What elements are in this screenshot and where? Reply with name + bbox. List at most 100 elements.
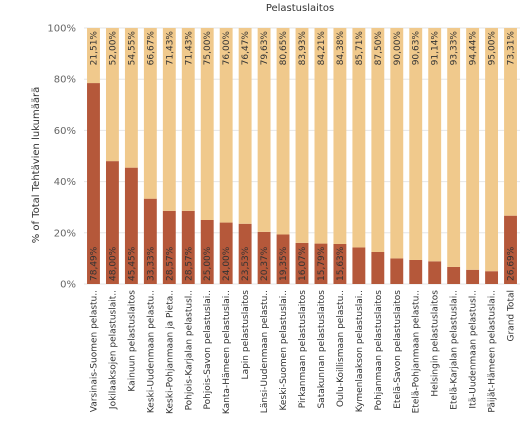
data-label-lower: 23,53% bbox=[241, 246, 251, 281]
data-label-lower: 78,49% bbox=[89, 246, 99, 281]
data-label-upper: 85,71% bbox=[355, 31, 365, 66]
bar-segment-upper bbox=[257, 28, 271, 232]
bar-segment-lower bbox=[238, 223, 252, 284]
y-tick-label: 20% bbox=[54, 228, 76, 239]
x-category-label: Etelä-Savon pelastuslaitos bbox=[393, 290, 403, 409]
x-category-label: Keski-Pohjanmaan ja Pieta.. bbox=[165, 290, 175, 414]
bar-segment-upper bbox=[276, 28, 290, 235]
bar-segment-upper bbox=[162, 28, 176, 211]
y-tick-label: 80% bbox=[54, 75, 76, 86]
bar-segment-lower bbox=[200, 220, 214, 284]
data-label-upper: 54,55% bbox=[127, 31, 137, 66]
bar-segment-lower bbox=[447, 266, 461, 284]
bar-segment-lower bbox=[219, 222, 233, 284]
y-tick-label: 60% bbox=[54, 126, 76, 137]
bar-group: 78,49% 21,51% 48,00% 52,00% 45,45% 54,55% 33,3… bbox=[87, 27, 517, 284]
data-label-upper: 76,47% bbox=[241, 31, 251, 66]
data-label-upper: 80,65% bbox=[279, 31, 289, 66]
x-category-label: Keski-Uudenmaan pelastu.. bbox=[146, 290, 156, 413]
data-label-upper: 84,38% bbox=[336, 31, 346, 66]
bar-segment-lower bbox=[162, 210, 176, 284]
x-category-label: Lapin pelastuslaitos bbox=[241, 290, 251, 380]
x-category-label: Pohjois-Karjalan pelastusl.. bbox=[184, 290, 194, 410]
data-label-lower: 28,57% bbox=[165, 246, 175, 281]
data-label-upper: 94,44% bbox=[469, 31, 479, 66]
data-label-upper: 79,63% bbox=[260, 31, 270, 66]
data-label-upper: 71,43% bbox=[184, 31, 194, 66]
bar-segment-upper bbox=[352, 28, 366, 248]
data-label-lower: 16,07% bbox=[298, 246, 308, 281]
bar-segment-upper bbox=[504, 28, 517, 216]
x-category-label: Kanta-Hämeen pelastuslai.. bbox=[222, 290, 232, 414]
y-tick-label: 100% bbox=[47, 24, 76, 35]
data-label-upper: 95,00% bbox=[488, 31, 498, 66]
data-label-lower: 20,37% bbox=[260, 246, 270, 281]
bar-segment-upper bbox=[371, 28, 385, 252]
data-label-upper: 73,31% bbox=[507, 31, 517, 66]
data-label-upper: 66,67% bbox=[146, 31, 156, 66]
y-tick-label: 40% bbox=[54, 177, 76, 188]
x-category-label: Etelä-Karjalan pelastuslai.. bbox=[450, 290, 460, 410]
data-label-upper: 83,93% bbox=[298, 31, 308, 66]
data-label-upper: 93,33% bbox=[450, 31, 460, 66]
data-label-lower: 19,35% bbox=[279, 246, 289, 281]
x-category-label: Kymenlaakson pelastuslai.. bbox=[355, 290, 365, 412]
bar-segment-lower bbox=[124, 167, 138, 284]
bar-segment-upper bbox=[143, 28, 157, 199]
bar-segment-upper bbox=[409, 27, 423, 260]
data-label-lower: 26,69% bbox=[507, 246, 517, 281]
bar-segment-lower bbox=[409, 259, 423, 284]
x-category-label: Pirkanmaan pelastuslaitos bbox=[298, 290, 308, 408]
data-label-lower: 25,00% bbox=[203, 246, 213, 281]
data-label-upper: 90,63% bbox=[412, 31, 422, 66]
x-axis-categories: Varsinais-Suomen pelastu.. Jokilaaksojen … bbox=[89, 290, 516, 414]
bar-segment-upper bbox=[447, 28, 461, 267]
bar-segment-upper bbox=[333, 27, 347, 244]
bar-segment-upper bbox=[105, 28, 119, 162]
data-label-lower: 33,33% bbox=[146, 246, 156, 281]
bar-segment-upper bbox=[295, 28, 309, 243]
bar-segment-lower bbox=[143, 198, 157, 284]
x-category-label: Grand Total bbox=[507, 290, 517, 342]
bar-segment-lower bbox=[352, 247, 366, 284]
bar-segment-lower bbox=[466, 269, 480, 284]
data-label-upper: 71,43% bbox=[165, 31, 175, 66]
bar-segment-lower bbox=[314, 243, 328, 284]
x-category-label: Etelä-Pohjanmaan pelastu.. bbox=[412, 290, 422, 413]
data-label-upper: 84,21% bbox=[317, 31, 327, 66]
bar-segment-upper bbox=[124, 28, 138, 168]
bar-segment-lower bbox=[485, 271, 499, 284]
data-label-lower: 24,00% bbox=[222, 246, 232, 281]
bar-segment-lower bbox=[257, 231, 271, 284]
bar-segment-upper bbox=[181, 28, 195, 211]
data-label-lower: 48,00% bbox=[108, 246, 118, 281]
bar-segment-upper bbox=[200, 28, 214, 220]
data-label-upper: 91,14% bbox=[431, 31, 441, 66]
bar-segment-upper bbox=[219, 28, 233, 223]
x-category-label: Länsi-Uudenmaan pelastu.. bbox=[260, 290, 270, 413]
data-label-lower: 45,45% bbox=[127, 246, 137, 281]
x-category-label: Itä-Uudenmaan pelastusl.. bbox=[469, 290, 479, 409]
bar-segment-lower bbox=[295, 242, 309, 284]
bar-segment-upper bbox=[466, 28, 480, 270]
y-tick-label: 0% bbox=[60, 280, 76, 291]
x-category-label: Oulu-Koillismaan pelastu.. bbox=[336, 290, 346, 407]
bar-segment-lower bbox=[371, 252, 385, 284]
data-label-upper: 21,51% bbox=[89, 31, 99, 66]
bar-segment-upper bbox=[87, 28, 100, 84]
bar-segment-lower bbox=[276, 234, 290, 284]
data-label-upper: 90,00% bbox=[393, 31, 403, 66]
data-label-upper: 76,00% bbox=[222, 31, 232, 66]
data-label-upper: 52,00% bbox=[108, 31, 118, 66]
data-label-lower: 15,63% bbox=[336, 246, 346, 281]
bar-segment-lower bbox=[181, 210, 195, 284]
x-category-label: Keski-Suomen pelastuslai.. bbox=[279, 290, 289, 411]
data-label-upper: 87,50% bbox=[374, 31, 384, 66]
x-category-label: Kainuun pelastuslaitos bbox=[127, 290, 137, 392]
bar-segment-lower bbox=[333, 243, 347, 284]
data-label-lower: 15,79% bbox=[317, 246, 327, 281]
chart-title: Pelastuslaitos bbox=[266, 3, 334, 14]
data-label-lower: 28,57% bbox=[184, 246, 194, 281]
x-category-label: Jokilaaksojen pelastuslait.. bbox=[108, 290, 118, 410]
